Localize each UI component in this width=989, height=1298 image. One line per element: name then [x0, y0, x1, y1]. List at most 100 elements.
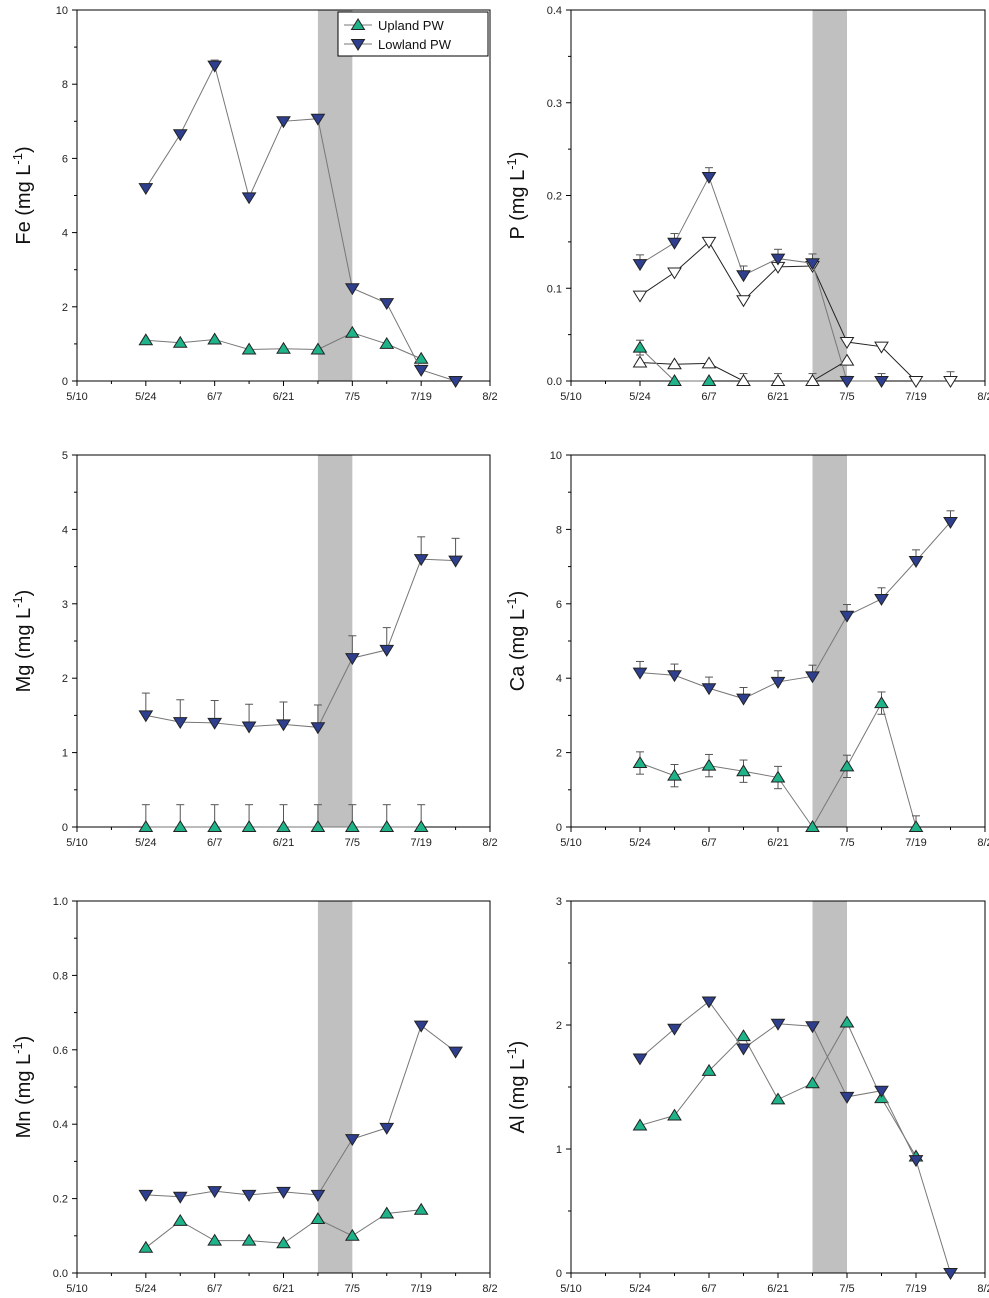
legend-box [337, 11, 489, 57]
plot-frame [570, 900, 986, 1274]
upland-marker [413, 820, 429, 832]
lowland-marker [241, 1189, 257, 1202]
upland-marker [276, 1236, 291, 1249]
series-line [639, 241, 951, 382]
legend-lowland-label: Lowland PW [378, 37, 452, 52]
y-axis-unit: (mg L [13, 165, 35, 222]
y-axis-unit-exponent: -1 [504, 158, 519, 170]
panel-al: 5/10 5/24 6/7 6/21 7/5 7/19 8/2 0 1 2 3 Al (mg L-1) [504, 896, 989, 1295]
y-tick-label: 10 [56, 5, 68, 17]
x-tick-label: 5/10 [66, 1283, 87, 1295]
y-axis-unit: (mg L [13, 608, 35, 665]
y-axis-unit-exponent: -1 [10, 153, 25, 165]
upland-marker [379, 336, 395, 349]
lowland-marker [701, 171, 717, 184]
lowland-marker [276, 116, 291, 129]
x-tick-label: 6/21 [767, 837, 788, 849]
upland-marker [632, 756, 648, 769]
upland-marker [632, 1118, 648, 1131]
lowland-marker [839, 1091, 855, 1104]
x-tick-label: 6/21 [273, 1283, 294, 1295]
upland-marker [667, 357, 682, 370]
lowland-marker [448, 555, 463, 568]
x-tick-label: 6/21 [273, 391, 294, 403]
lowland-marker [241, 721, 257, 734]
y-tick-label: 0 [556, 1268, 562, 1280]
y-axis-title: Ca (mg L-1) [504, 591, 529, 692]
legend-lowland-marker [350, 39, 366, 51]
y-axis-unit: (mg L [507, 170, 529, 227]
upland-marker [310, 1212, 326, 1225]
x-tick-label: 6/21 [273, 837, 294, 849]
x-tick-label: 7/5 [345, 391, 360, 403]
upland-marker [908, 820, 924, 832]
lowland-marker [908, 376, 924, 388]
panel-ca: 5/10 5/24 6/7 6/21 7/5 7/19 8/2 0 2 4 6 8 10 Ca (mg L… [504, 450, 989, 849]
series-line [639, 1021, 917, 1157]
upland-marker [701, 758, 717, 771]
upland-marker [770, 770, 786, 783]
y-tick-label: 2 [62, 302, 68, 314]
y-axis-element: Ca [507, 665, 529, 691]
y-tick-label: 0 [62, 822, 68, 834]
lowland-marker [736, 1043, 751, 1056]
lowland-marker [632, 667, 648, 680]
upland-marker [172, 820, 188, 832]
y-tick-label: 1.0 [53, 896, 68, 908]
upland-marker [207, 332, 223, 345]
upland-marker [207, 820, 223, 832]
series-down [138, 536, 463, 735]
legend-upland-marker [350, 18, 366, 30]
x-tick-label: 6/21 [767, 391, 788, 403]
y-tick-label: 2 [556, 748, 562, 760]
x-tick-label: 8/2 [482, 837, 497, 849]
lowland-marker [379, 298, 395, 311]
series-down [138, 59, 463, 388]
lowland-marker [805, 671, 820, 684]
y-axis-unit-exponent: -1 [504, 1047, 519, 1059]
lowland-marker [344, 1134, 360, 1147]
y-axis-unit-exponent: -1 [504, 597, 519, 609]
y-tick-label: 6 [556, 599, 562, 611]
upland-marker [310, 820, 326, 832]
lowland-marker [770, 1018, 786, 1031]
x-tick-label: 8/2 [482, 391, 497, 403]
y-tick-label: 6 [62, 153, 68, 165]
y-tick-label: 4 [556, 673, 562, 685]
lowland-marker [839, 610, 855, 623]
upland-marker [207, 1233, 223, 1246]
x-tick-label: 7/5 [345, 1283, 360, 1295]
upland-marker [138, 820, 154, 832]
y-axis-element: Fe [13, 221, 35, 244]
lowland-marker [632, 1053, 648, 1066]
lowland-marker [448, 1046, 463, 1059]
x-tick-label: 8/2 [977, 391, 989, 403]
y-tick-label: 3 [62, 599, 68, 611]
y-tick-label: 3 [556, 896, 562, 908]
y-axis-unit-close: ) [507, 152, 529, 159]
series-up [138, 325, 429, 364]
lowland-marker [874, 341, 889, 354]
lowland-marker [632, 259, 648, 272]
upland-marker [839, 353, 855, 366]
lowland-marker [379, 1122, 395, 1135]
lowland-marker [667, 670, 682, 683]
upland-marker [241, 820, 257, 832]
lowland-marker [138, 1189, 154, 1202]
x-tick-label: 8/2 [482, 1283, 497, 1295]
x-tick-label: 5/24 [135, 391, 156, 403]
x-tick-label: 6/7 [701, 1283, 716, 1295]
upland-marker [770, 1092, 786, 1105]
x-tick-label: 7/19 [905, 1283, 926, 1295]
lowland-marker [379, 644, 395, 657]
upland-marker [701, 356, 717, 369]
lowland-marker [736, 270, 751, 283]
y-axis-element: Mn [13, 1111, 35, 1139]
lowland-marker [448, 376, 463, 388]
lowland-marker [310, 1189, 326, 1202]
y-tick-label: 8 [62, 79, 68, 91]
y-axis-unit-exponent: -1 [10, 1042, 25, 1054]
lowland-marker [770, 253, 786, 266]
upland-marker [770, 374, 786, 386]
lowland-marker [805, 258, 820, 271]
